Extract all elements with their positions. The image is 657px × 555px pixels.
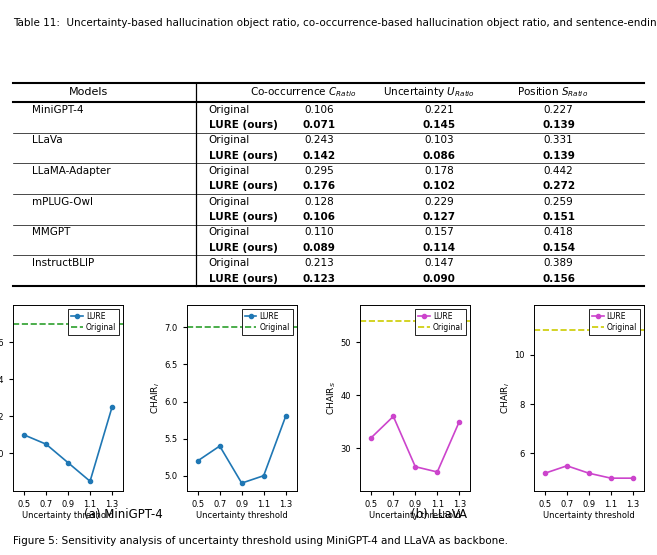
Text: 0.089: 0.089 [303, 243, 336, 253]
Legend: LURE, Original: LURE, Original [68, 309, 119, 335]
Text: Table 11:  Uncertainty-based hallucination object ratio, co-occurrence-based hal: Table 11: Uncertainty-based hallucinatio… [13, 18, 657, 28]
Text: Original: Original [209, 228, 250, 238]
Text: 0.114: 0.114 [422, 243, 455, 253]
Text: 0.139: 0.139 [542, 150, 575, 160]
Text: LURE (ours): LURE (ours) [209, 212, 277, 222]
Text: LLaMA-Adapter: LLaMA-Adapter [32, 166, 110, 176]
LURE [108, 404, 116, 411]
Text: 0.090: 0.090 [422, 274, 455, 284]
Line: LURE: LURE [196, 414, 288, 485]
LURE [629, 475, 637, 482]
X-axis label: Uncertainty threshold: Uncertainty threshold [369, 511, 461, 521]
Text: 0.071: 0.071 [302, 120, 336, 130]
Text: 0.213: 0.213 [304, 258, 334, 268]
Text: (b) LLaVA: (b) LLaVA [411, 508, 467, 521]
Line: LURE: LURE [22, 405, 114, 483]
Y-axis label: CHAIR$_I$: CHAIR$_I$ [149, 382, 162, 414]
LURE [64, 460, 72, 466]
Text: 0.157: 0.157 [424, 228, 454, 238]
Text: Original: Original [209, 166, 250, 176]
Text: 0.145: 0.145 [422, 120, 455, 130]
Text: 0.123: 0.123 [302, 274, 336, 284]
LURE [607, 475, 615, 482]
Text: 0.110: 0.110 [304, 228, 334, 238]
Text: LLaVa: LLaVa [32, 135, 62, 145]
Legend: LURE, Original: LURE, Original [415, 309, 466, 335]
Text: 0.154: 0.154 [542, 243, 576, 253]
Legend: LURE, Original: LURE, Original [589, 309, 640, 335]
Text: LURE (ours): LURE (ours) [209, 150, 277, 160]
Text: 0.128: 0.128 [304, 196, 334, 206]
Y-axis label: CHAIR$_I$: CHAIR$_I$ [499, 382, 512, 414]
Text: MiniGPT-4: MiniGPT-4 [32, 104, 83, 114]
Line: LURE: LURE [369, 414, 461, 474]
LURE [455, 418, 463, 425]
Text: 0.331: 0.331 [544, 135, 574, 145]
Text: 0.227: 0.227 [544, 104, 574, 114]
Text: 0.086: 0.086 [422, 150, 455, 160]
Text: 0.442: 0.442 [544, 166, 574, 176]
LURE [215, 443, 223, 450]
LURE [541, 470, 549, 477]
Text: 0.259: 0.259 [544, 196, 574, 206]
Text: 0.139: 0.139 [542, 120, 575, 130]
LURE [20, 432, 28, 438]
Text: Original: Original [209, 135, 250, 145]
Text: 0.147: 0.147 [424, 258, 454, 268]
LURE [238, 480, 246, 486]
Text: Uncertainty $\mathit{U}_{Ratio}$: Uncertainty $\mathit{U}_{Ratio}$ [384, 85, 476, 99]
Text: 0.142: 0.142 [302, 150, 336, 160]
Text: 0.102: 0.102 [422, 181, 455, 191]
Text: 0.156: 0.156 [542, 274, 576, 284]
Text: 0.127: 0.127 [422, 212, 455, 222]
Text: 0.229: 0.229 [424, 196, 454, 206]
X-axis label: Uncertainty threshold: Uncertainty threshold [22, 511, 114, 521]
Legend: LURE, Original: LURE, Original [242, 309, 293, 335]
Text: 0.151: 0.151 [542, 212, 576, 222]
X-axis label: Uncertainty threshold: Uncertainty threshold [196, 511, 288, 521]
Text: 0.176: 0.176 [302, 181, 336, 191]
Text: Figure 5: Sensitivity analysis of uncertainty threshold using MiniGPT-4 and LLaV: Figure 5: Sensitivity analysis of uncert… [13, 536, 508, 546]
Text: MMGPT: MMGPT [32, 228, 70, 238]
Text: 0.389: 0.389 [544, 258, 574, 268]
Text: 0.106: 0.106 [302, 212, 336, 222]
Text: 0.106: 0.106 [304, 104, 334, 114]
LURE [86, 478, 94, 485]
LURE [585, 470, 593, 477]
Text: 0.418: 0.418 [544, 228, 574, 238]
Y-axis label: CHAIR$_S$: CHAIR$_S$ [325, 381, 338, 415]
LURE [434, 468, 442, 475]
X-axis label: Uncertainty threshold: Uncertainty threshold [543, 511, 635, 521]
Text: Original: Original [209, 258, 250, 268]
Text: 0.295: 0.295 [304, 166, 334, 176]
Text: InstructBLIP: InstructBLIP [32, 258, 95, 268]
LURE [260, 472, 267, 479]
Text: mPLUG-Owl: mPLUG-Owl [32, 196, 93, 206]
Text: Position $\mathit{S}_{Ratio}$: Position $\mathit{S}_{Ratio}$ [517, 85, 588, 99]
LURE [282, 413, 290, 420]
Text: 0.178: 0.178 [424, 166, 454, 176]
Text: LURE (ours): LURE (ours) [209, 243, 277, 253]
Line: LURE: LURE [543, 464, 635, 480]
LURE [411, 463, 419, 470]
LURE [390, 413, 397, 420]
LURE [563, 462, 571, 469]
Text: Original: Original [209, 196, 250, 206]
Text: LURE (ours): LURE (ours) [209, 274, 277, 284]
Text: 0.103: 0.103 [424, 135, 454, 145]
LURE [194, 457, 202, 464]
Text: 0.221: 0.221 [424, 104, 454, 114]
Text: Co-occurrence $\mathit{C}_{Ratio}$: Co-occurrence $\mathit{C}_{Ratio}$ [250, 85, 356, 99]
LURE [42, 441, 50, 447]
Text: LURE (ours): LURE (ours) [209, 120, 277, 130]
Text: (a) MiniGPT-4: (a) MiniGPT-4 [84, 508, 163, 521]
Text: LURE (ours): LURE (ours) [209, 181, 277, 191]
Text: 0.272: 0.272 [542, 181, 576, 191]
Text: Models: Models [69, 87, 108, 97]
Text: 0.243: 0.243 [304, 135, 334, 145]
LURE [367, 434, 375, 441]
Text: Original: Original [209, 104, 250, 114]
